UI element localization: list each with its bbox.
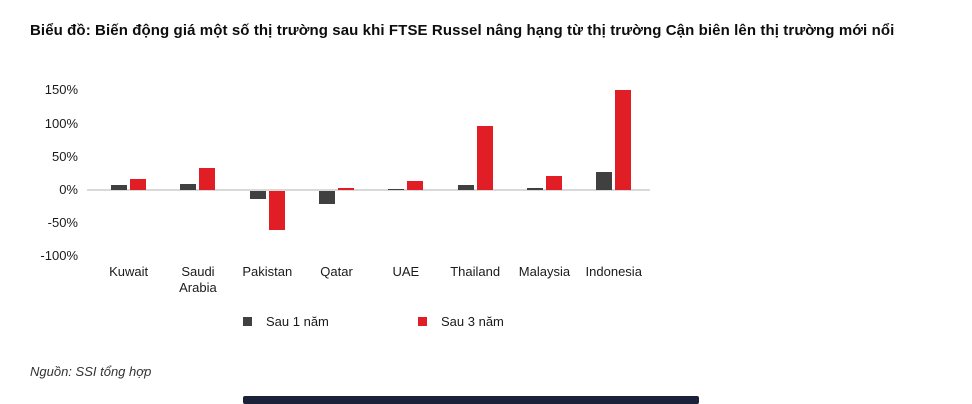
- y-tick-label: 0%: [59, 182, 78, 197]
- bar-uae-s0: [388, 189, 405, 190]
- bar-pakistan-s1: [268, 191, 285, 230]
- y-tick-label: 150%: [44, 82, 78, 98]
- legend-item-sau-1-nam: Sau 1 năm: [243, 311, 329, 331]
- legend-label: Sau 1 năm: [266, 313, 329, 329]
- bar-kuwait-s0: [111, 184, 128, 190]
- x-category-label: Qatar: [320, 264, 353, 279]
- y-tick-label: 100%: [44, 115, 78, 131]
- x-category-label: UAE: [392, 264, 420, 279]
- legend-swatch-red: [418, 316, 427, 326]
- bar-indonesia-s1: [615, 90, 632, 190]
- bar-indonesia-s0: [596, 172, 613, 190]
- zero-axis-line: [87, 189, 651, 191]
- bar-saudi-arabia-s0: [180, 184, 197, 190]
- bar-chart: 150% 100% 50% 0% -50% -100% Kuwait Saudi Arabia…: [30, 78, 670, 308]
- x-category-label: Saudi Arabia: [179, 264, 217, 295]
- bar-thailand-s1: [476, 126, 493, 190]
- x-category-label: Thailand: [450, 264, 501, 279]
- y-tick-label: -50%: [47, 215, 78, 231]
- bar-malaysia-s0: [526, 188, 543, 190]
- bar-thailand-s0: [457, 184, 474, 190]
- legend-item-sau-3-nam: Sau 3 năm: [418, 311, 504, 331]
- x-category-label: Kuwait: [109, 264, 149, 279]
- chart-legend: Sau 1 năm Sau 3 năm: [0, 311, 972, 331]
- legend-label: Sau 3 năm: [441, 313, 504, 329]
- bottom-dark-strip: [243, 396, 699, 404]
- bar-saudi-arabia-s1: [199, 168, 216, 190]
- legend-swatch-dark: [243, 316, 252, 326]
- x-category-label: Pakistan: [242, 264, 293, 279]
- bar-kuwait-s1: [130, 179, 147, 190]
- bar-qatar-s1: [338, 188, 355, 190]
- x-category-label: Indonesia: [585, 264, 642, 279]
- bar-qatar-s0: [319, 191, 336, 205]
- y-tick-label: -100%: [40, 248, 78, 264]
- bar-pakistan-s0: [249, 191, 266, 199]
- y-tick-label: 50%: [51, 148, 78, 164]
- chart-title: Biểu đồ: Biến động giá một số thị trường…: [30, 22, 895, 39]
- bar-malaysia-s1: [545, 176, 562, 190]
- source-note: Nguồn: SSI tổng hợp: [30, 364, 152, 379]
- bar-uae-s1: [407, 180, 424, 190]
- x-category-label: Malaysia: [518, 264, 571, 279]
